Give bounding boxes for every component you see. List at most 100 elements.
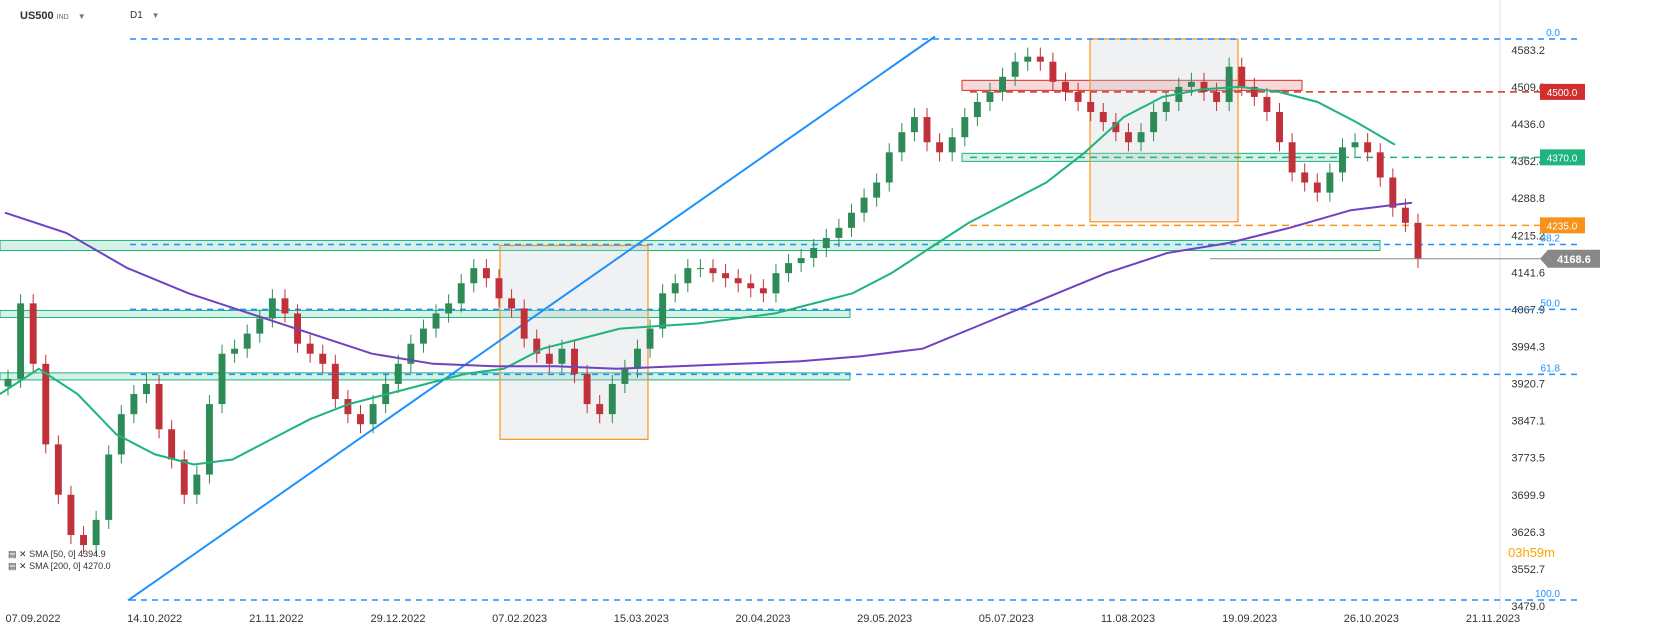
fib-level-label: 38.2 <box>1541 233 1561 244</box>
y-tick-label: 4141.6 <box>1511 267 1545 279</box>
sma50-line <box>0 85 1396 466</box>
candle-body <box>558 348 566 364</box>
candle-body <box>898 132 906 153</box>
candle-body <box>1024 56 1032 62</box>
current-price-label: 4168.6 <box>1557 254 1591 266</box>
candle-body <box>822 237 830 248</box>
candle-body <box>696 268 704 270</box>
legend-sma200-label: SMA [200, 0] 4270.0 <box>29 561 111 571</box>
x-tick-label: 05.07.2023 <box>979 613 1034 625</box>
candle-body <box>860 197 868 213</box>
candle-body <box>1313 182 1321 193</box>
price-level-badge <box>1540 149 1585 166</box>
candle-body <box>722 273 730 279</box>
candle-body <box>1062 81 1069 92</box>
candle-body <box>1124 132 1132 143</box>
candle-body <box>734 278 742 284</box>
candle-body <box>218 353 226 405</box>
candle-body <box>1238 66 1246 87</box>
candle-body <box>1389 177 1397 208</box>
candle-body <box>1112 122 1120 133</box>
x-tick-label: 26.10.2023 <box>1344 613 1399 625</box>
candle-body <box>1301 172 1309 183</box>
zone-middle <box>0 309 851 318</box>
candle-body <box>105 454 113 520</box>
candle-body <box>281 298 289 314</box>
timeframe-selector[interactable]: D1 ▼ <box>130 10 160 21</box>
candle-body <box>1326 172 1334 193</box>
candle-body <box>80 535 87 546</box>
legend-sma200[interactable]: ▤ ✕ SMA [200, 0] 4270.0 <box>8 561 111 572</box>
candle-body <box>1099 112 1107 123</box>
list-icon: ▤ ✕ <box>8 549 27 559</box>
symbol-selector[interactable]: US500 IND ▼ <box>20 10 86 22</box>
x-tick-label: 19.09.2023 <box>1222 613 1277 625</box>
x-tick-label: 21.11.2022 <box>249 613 303 625</box>
candle-body <box>1200 81 1208 92</box>
candle-body <box>936 142 944 153</box>
candle-body <box>961 117 969 138</box>
symbol-name: US500 <box>20 10 54 22</box>
candle-body <box>885 152 893 183</box>
candle-body <box>482 268 490 279</box>
candle-body <box>797 258 805 264</box>
consolidation-box <box>1089 38 1239 223</box>
candle-body <box>117 414 125 455</box>
candle-body <box>1011 61 1019 77</box>
y-tick-label: 3773.5 <box>1511 453 1545 465</box>
candle-body <box>369 404 377 425</box>
y-tick-label: 4215.2 <box>1511 230 1545 242</box>
candle-body <box>180 459 188 495</box>
candle-body <box>520 308 528 339</box>
y-tick-label: 3847.1 <box>1511 416 1545 428</box>
candle-body <box>1137 132 1145 143</box>
candle-body <box>999 76 1007 92</box>
legend-sma50[interactable]: ▤ ✕ SMA [50, 0] 4394.9 <box>8 549 106 560</box>
candle-body <box>747 283 755 289</box>
candle-body <box>357 414 364 425</box>
candle-body <box>772 273 780 294</box>
candle-body <box>785 263 792 274</box>
y-tick-label: 3994.3 <box>1511 342 1545 354</box>
candle-body <box>143 383 150 395</box>
candle-body <box>1213 91 1221 102</box>
candle-body <box>671 283 679 294</box>
candle-body <box>130 394 138 415</box>
candle-body <box>4 378 12 387</box>
candle-body <box>759 288 767 294</box>
candle-body <box>835 227 843 238</box>
candle-body <box>432 313 440 329</box>
y-tick-label: 3699.9 <box>1511 490 1545 502</box>
candle-body <box>92 519 100 546</box>
candle-body <box>973 101 981 118</box>
candle-body <box>910 117 918 133</box>
candle-body <box>155 383 163 430</box>
x-tick-label: 15.03.2023 <box>614 613 669 625</box>
x-tick-label: 07.02.2023 <box>492 613 547 625</box>
candle-body <box>810 247 818 259</box>
candle-body <box>344 399 352 415</box>
x-tick-label: 14.10.2022 <box>127 613 182 625</box>
candle-body <box>646 328 654 349</box>
candle-body <box>470 268 478 284</box>
fib-level-label: 0.0 <box>1546 28 1560 39</box>
candle-body <box>306 343 314 354</box>
candle-body <box>168 429 176 460</box>
candle-body <box>634 348 641 369</box>
candle-body <box>1074 91 1082 102</box>
candle-body <box>231 348 239 354</box>
candle-body <box>268 298 276 319</box>
candle-body <box>331 363 339 400</box>
x-tick-label: 11.08.2023 <box>1101 613 1155 625</box>
candle-body <box>848 212 855 228</box>
price-level-badge-label: 4500.0 <box>1547 88 1578 99</box>
x-tick-label: 29.12.2022 <box>370 613 425 625</box>
candle-body <box>67 494 75 536</box>
countdown-watermark: 03h59m <box>1508 545 1555 560</box>
y-tick-label: 4583.2 <box>1511 45 1545 57</box>
symbol-type: IND <box>56 14 69 21</box>
sma200-line <box>4 201 1413 370</box>
candle-body <box>17 303 25 379</box>
candle-body <box>193 474 201 495</box>
